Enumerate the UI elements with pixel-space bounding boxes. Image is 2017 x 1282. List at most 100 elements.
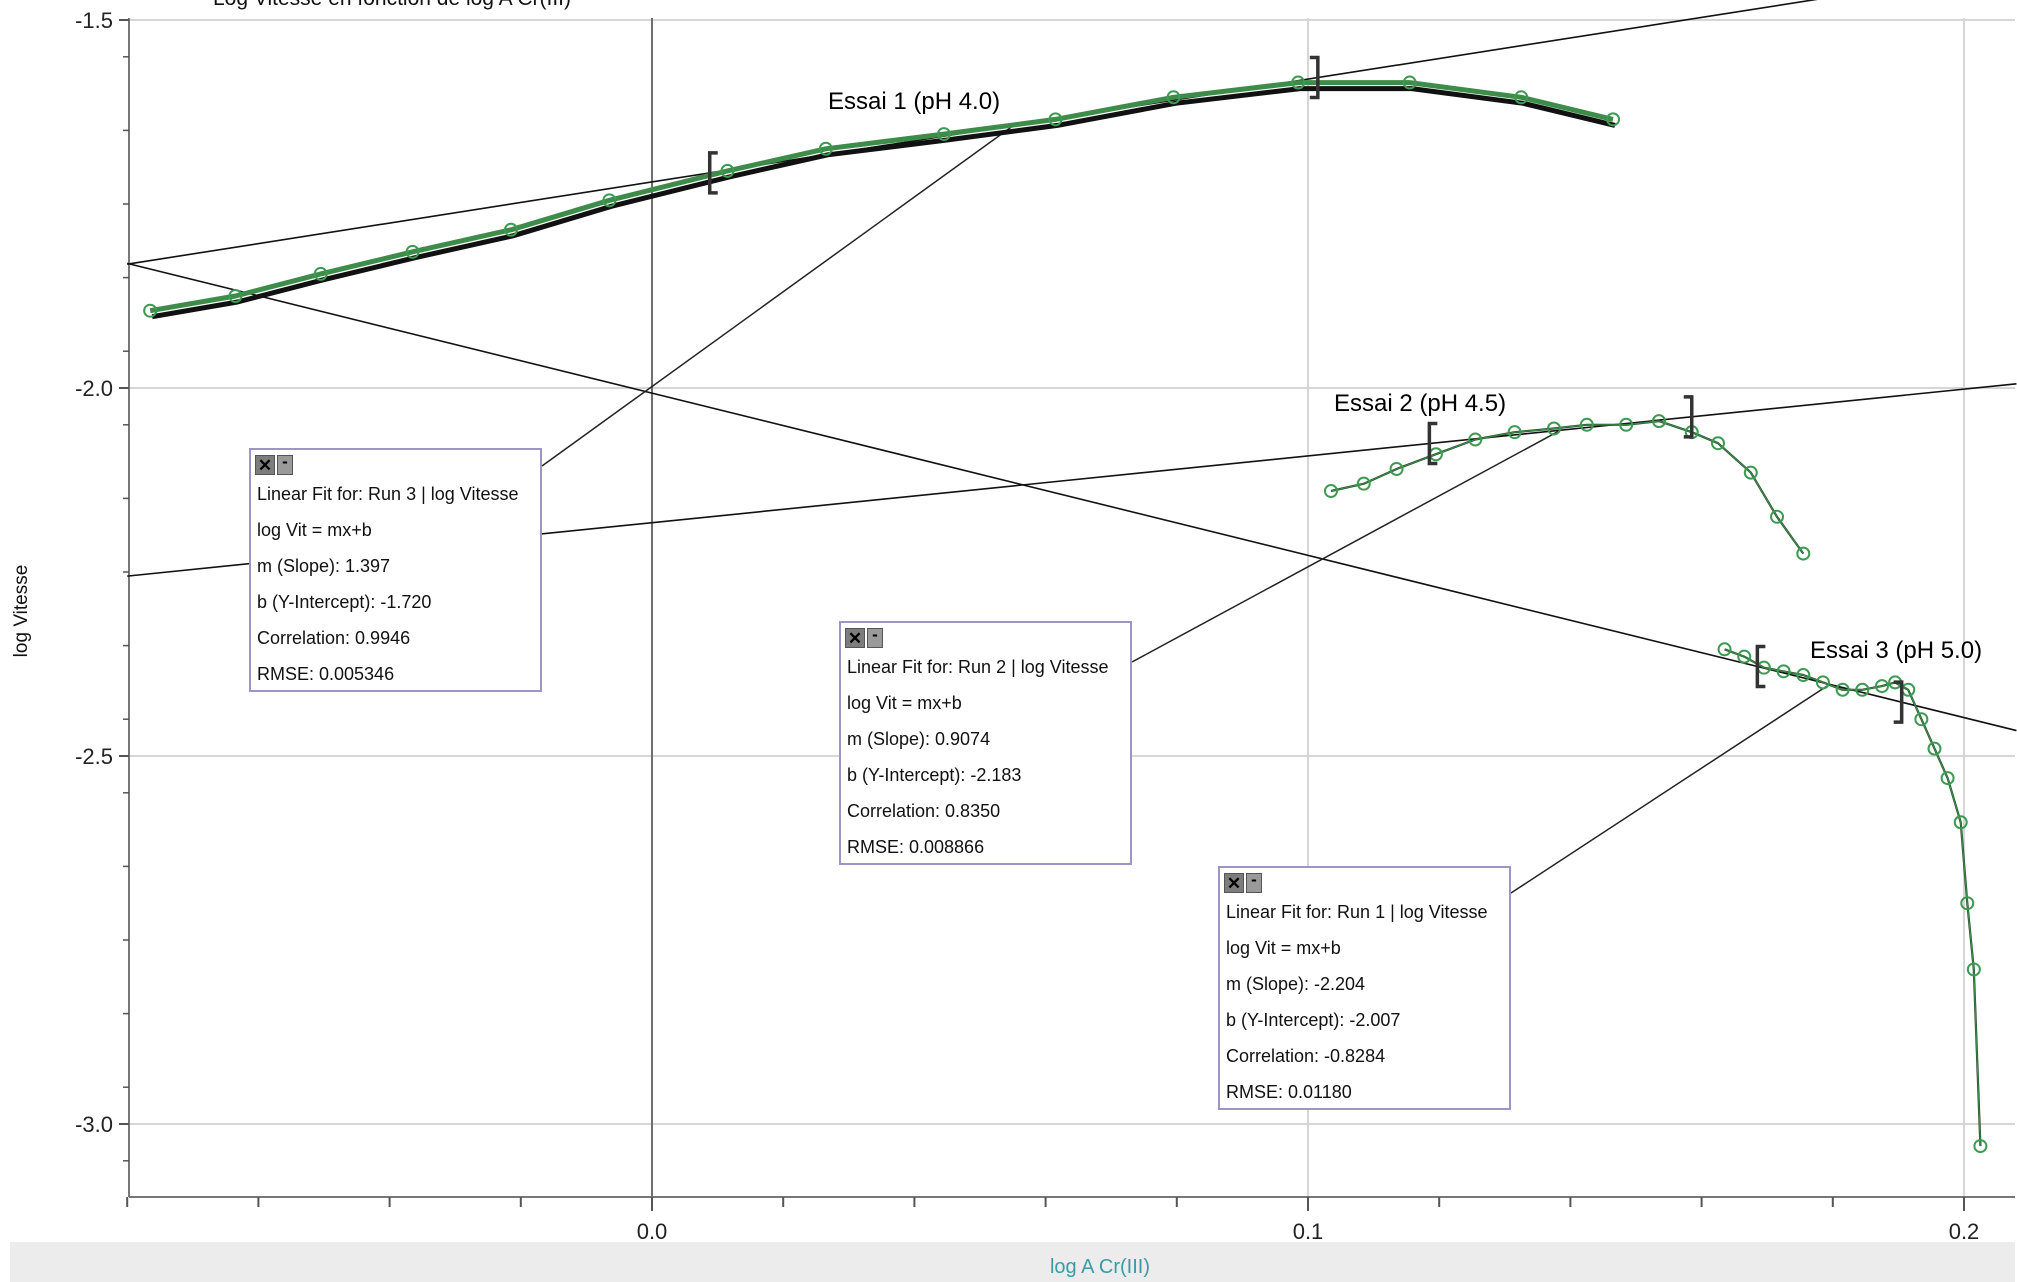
minimize-icon[interactable]: - xyxy=(1246,871,1262,893)
x-tick-label: 0.0 xyxy=(637,1219,668,1244)
fit-intercept: b (Y-Intercept): -1.720 xyxy=(257,592,432,612)
data-point xyxy=(503,222,518,237)
data-point xyxy=(228,289,243,303)
data-point xyxy=(1737,649,1752,664)
data-point xyxy=(1940,771,1955,786)
data-point xyxy=(143,303,158,318)
data-point xyxy=(1973,1139,1988,1154)
data-point xyxy=(1468,432,1483,447)
data-point xyxy=(1855,682,1870,697)
y-axis-label[interactable]: log Vitesse xyxy=(11,564,32,658)
fit-leader-line xyxy=(541,124,1015,467)
series-annotation-essai-3: Essai 3 (pH 5.0) xyxy=(1810,637,1983,664)
fit-leader-line xyxy=(1510,683,1830,894)
data-point xyxy=(720,163,735,178)
minimize-icon[interactable]: - xyxy=(867,626,883,648)
close-icon[interactable]: ✕ xyxy=(255,455,275,475)
fit-correlation: Correlation: 0.8350 xyxy=(847,801,1001,821)
fit-correlation: Correlation: -0.8284 xyxy=(1226,1046,1386,1066)
x-axis-label-bar xyxy=(10,1242,2015,1282)
data-point xyxy=(1770,509,1785,524)
data-point xyxy=(1619,417,1634,432)
fit-intercept: b (Y-Intercept): -2.007 xyxy=(1226,1010,1401,1030)
fit-line-3 xyxy=(127,262,2017,732)
fit-range-bracket-right xyxy=(1683,395,1694,439)
series-annotation-essai-1: Essai 1 (pH 4.0) xyxy=(828,88,1001,115)
linear-fit-box-run-2[interactable]: ✕ - Linear Fit for: Run 2 | log Vitesse l… xyxy=(839,621,1132,865)
fit-slope: m (Slope): 0.9074 xyxy=(847,729,991,749)
fit-title: Linear Fit for: Run 2 | log Vitesse xyxy=(847,657,1109,677)
data-point xyxy=(1914,712,1929,727)
data-point xyxy=(1953,815,1968,830)
axis-labels: -1.5 -2.0 -2.5 -3.0 0.0 0.1 0.2 xyxy=(75,8,1979,1244)
fit-equation: log Vit = mx+b xyxy=(1226,938,1341,958)
fit-equation: log Vit = mx+b xyxy=(847,693,962,713)
close-icon[interactable]: ✕ xyxy=(845,628,865,648)
data-point xyxy=(1606,112,1621,127)
data-point xyxy=(1711,436,1725,451)
data-point xyxy=(1966,962,1981,977)
fit-range-bracket-right xyxy=(1893,680,1904,724)
data-point xyxy=(1835,682,1850,697)
data-point xyxy=(1402,75,1417,90)
minimize-icon[interactable]: - xyxy=(277,453,293,475)
data-point xyxy=(936,127,951,142)
y-tick-label: -2.5 xyxy=(75,744,113,769)
data-point xyxy=(1514,90,1529,105)
data-point xyxy=(1166,90,1181,105)
data-point xyxy=(1776,664,1791,679)
fit-range-bracket-left xyxy=(707,151,718,195)
series-line-highlight xyxy=(1330,420,1804,554)
fit-title: Linear Fit for: Run 3 | log Vitesse xyxy=(257,484,519,504)
x-axis-label[interactable]: log A Cr(III) xyxy=(1049,1256,1151,1278)
data-point xyxy=(405,244,420,259)
data-point xyxy=(1717,642,1732,657)
data-point xyxy=(1927,741,1942,756)
series-line xyxy=(149,80,1614,314)
data-point xyxy=(313,266,328,281)
data-point xyxy=(1960,896,1975,911)
y-tick-label: -2.0 xyxy=(75,376,113,401)
fit-range-bracket-left xyxy=(1755,644,1766,689)
data-point xyxy=(602,193,617,208)
fit-rmse: RMSE: 0.01180 xyxy=(1226,1082,1352,1102)
data-point xyxy=(1875,679,1889,694)
fit-rmse: RMSE: 0.008866 xyxy=(847,837,985,857)
data-point xyxy=(1048,112,1063,127)
data-point xyxy=(1356,476,1371,491)
fit-slope: m (Slope): -2.204 xyxy=(1226,974,1366,994)
leader-lines xyxy=(541,124,1830,894)
data-point xyxy=(1815,675,1830,690)
linear-fit-box-run-1[interactable]: ✕ - Linear Fit for: Run 1 | log Vitesse l… xyxy=(1218,866,1511,1110)
data-point xyxy=(1323,484,1338,499)
data-point xyxy=(1291,75,1306,90)
axis-ticks xyxy=(119,19,1965,1211)
data-point xyxy=(1796,546,1811,561)
data-series xyxy=(143,75,1988,1154)
x-tick-label: 0.1 xyxy=(1293,1219,1324,1244)
data-point xyxy=(1389,461,1404,476)
fit-title: Linear Fit for: Run 1 | log Vitesse xyxy=(1226,902,1488,922)
series-annotation-essai-2: Essai 2 (pH 4.5) xyxy=(1334,390,1507,417)
fit-range-bracket-right xyxy=(1309,55,1320,100)
data-point xyxy=(1796,668,1811,683)
data-point xyxy=(1743,465,1758,480)
fit-slope: m (Slope): 1.397 xyxy=(257,556,391,576)
fit-intercept: b (Y-Intercept): -2.183 xyxy=(847,765,1022,785)
x-tick-label: 0.2 xyxy=(1949,1219,1980,1244)
fit-leader-line xyxy=(1131,429,1561,663)
data-point xyxy=(1507,425,1522,440)
fit-range-bracket-left xyxy=(1427,421,1438,466)
y-tick-label: -3.0 xyxy=(75,1112,113,1137)
y-tick-label: -1.5 xyxy=(75,8,113,33)
fit-correlation: Correlation: 0.9946 xyxy=(257,628,411,648)
data-point xyxy=(1547,421,1561,436)
chart-title: Log Vitesse en fonction de log A Cr(III) xyxy=(213,0,571,11)
data-point xyxy=(1579,417,1594,432)
fit-rmse: RMSE: 0.005346 xyxy=(257,664,395,684)
close-icon[interactable]: ✕ xyxy=(1224,873,1244,893)
fit-range-brackets xyxy=(707,55,1904,724)
data-point xyxy=(818,141,833,156)
linear-fit-box-run-3[interactable]: ✕ - Linear Fit for: Run 3 | log Vitesse l… xyxy=(249,448,542,692)
data-point xyxy=(1651,414,1666,429)
